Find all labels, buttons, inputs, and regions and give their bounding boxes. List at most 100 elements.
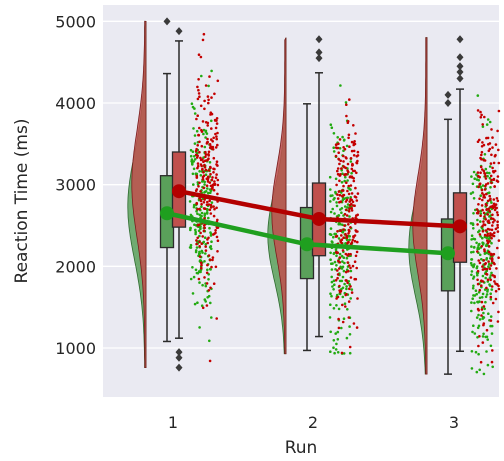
point-red-run-2-154 [355,199,359,202]
point-green-run-1-219 [193,112,197,115]
point-red-run-3-23 [479,171,482,174]
point-green-run-2-53 [345,287,348,291]
point-green-run-3-216 [488,165,492,168]
point-green-run-2-78 [337,237,341,240]
point-red-run-3-98 [483,223,487,227]
point-red-run-1-155 [203,276,206,279]
point-green-run-3-60 [470,309,473,313]
point-red-run-1-24 [196,85,199,89]
point-green-run-2-133 [329,210,333,214]
point-red-run-2-163 [354,216,357,220]
point-green-run-2-66 [329,188,332,191]
point-red-run-3-50 [490,228,494,232]
point-red-run-3-13 [491,136,494,139]
y-tick-label-3000: 3000 [55,176,96,195]
point-red-run-3-217 [479,156,482,160]
point-red-run-3-206 [493,280,496,283]
point-green-run-1-33 [203,236,207,239]
point-red-run-3-33 [480,245,484,248]
point-red-run-3-228 [487,240,491,243]
point-red-run-1-202 [197,88,200,92]
point-green-run-1-3 [196,212,199,216]
point-red-run-2-100 [336,197,340,200]
point-red-run-2-171 [335,251,339,255]
point-green-run-3-207 [472,324,475,328]
outlier-red-run-1-3 [175,363,183,372]
point-green-run-1-193 [204,243,207,246]
point-green-run-2-128 [335,264,338,267]
point-red-run-1-225 [201,168,204,171]
point-green-run-2-135 [330,268,334,271]
point-red-run-2-208 [351,264,355,268]
point-red-run-2-164 [350,206,354,210]
point-green-run-1-125 [197,229,201,233]
point-green-run-2-114 [342,269,346,273]
point-red-run-3-60 [480,279,484,283]
point-red-run-1-65 [215,160,219,163]
point-red-run-3-7 [496,223,499,227]
point-red-run-2-214 [336,172,340,176]
point-green-run-1-5 [206,187,209,190]
point-red-run-3-175 [493,185,496,188]
point-red-run-1-185 [212,233,215,236]
point-green-run-3-109 [470,263,474,267]
point-green-run-2-147 [335,204,339,208]
point-red-run-3-73 [485,273,489,276]
point-red-run-3-186 [484,229,488,232]
point-red-run-1-174 [205,271,209,275]
point-red-run-3-202 [493,208,497,212]
point-red-run-3-181 [485,192,488,196]
point-red-run-1-153 [196,166,199,170]
point-red-run-2-19 [343,212,347,216]
point-red-run-3-132 [491,204,494,208]
point-green-run-3-117 [472,294,475,297]
point-red-run-1-67 [198,240,201,244]
point-red-run-3-0 [479,214,482,217]
point-green-run-3-181 [472,264,476,268]
point-red-run-2-177 [353,239,357,243]
point-red-run-1-113 [207,289,211,292]
point-red-run-1-110 [202,160,205,163]
point-green-run-3-149 [472,246,476,249]
point-green-run-2-185 [342,139,346,142]
point-red-run-3-40 [492,198,496,201]
point-green-run-3-175 [489,186,492,189]
point-red-run-1-53 [203,107,206,111]
point-red-run-2-179 [345,208,348,212]
x-axis-title: Run [285,438,318,458]
point-red-run-3-177 [481,230,485,233]
mean-point-green-run-2 [300,237,314,252]
point-green-run-3-0 [470,273,473,277]
point-red-run-1-215 [209,172,212,176]
point-green-run-2-119 [336,351,340,354]
point-red-run-1-1 [202,32,206,36]
point-red-run-2-106 [347,133,351,137]
point-green-run-2-182 [344,101,348,104]
point-red-run-1-98 [214,265,218,269]
point-green-run-1-106 [210,240,213,243]
point-green-run-2-108 [328,232,332,236]
point-green-run-3-143 [484,300,487,304]
point-green-run-3-94 [470,367,474,370]
point-red-run-1-184 [207,157,210,160]
point-red-run-2-158 [350,202,353,206]
point-red-run-1-217 [194,189,198,192]
point-green-run-3-121 [470,350,474,353]
point-red-run-1-223 [199,156,202,160]
point-red-run-3-150 [476,223,479,226]
point-green-run-2-168 [330,294,333,298]
point-red-run-2-70 [344,252,348,256]
point-red-run-1-39 [211,140,214,143]
point-green-run-1-77 [202,240,206,244]
point-green-run-1-67 [198,281,201,284]
point-red-run-2-186 [355,250,359,254]
y-tick-label-1000: 1000 [55,339,96,358]
point-green-run-3-78 [486,118,490,121]
point-red-run-1-229 [196,236,199,240]
point-red-run-3-11 [491,221,495,224]
point-green-run-3-3 [477,313,480,317]
point-red-run-3-44 [481,225,484,228]
point-green-run-1-111 [203,145,207,149]
point-red-run-3-107 [488,228,492,231]
point-red-run-1-76 [202,186,205,190]
